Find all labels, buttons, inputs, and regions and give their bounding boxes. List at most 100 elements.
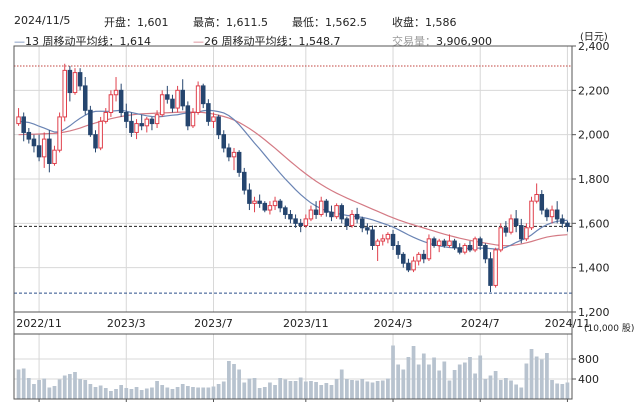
volume-bar	[488, 375, 493, 399]
x-tick-label: 2022/11	[16, 317, 62, 330]
volume-bar	[47, 387, 52, 399]
candle-body	[421, 253, 427, 260]
candlestick	[247, 183, 252, 211]
volume-bar	[550, 380, 554, 399]
candle-body	[560, 218, 565, 224]
volume-bar	[427, 364, 431, 399]
volume-bar	[391, 345, 395, 399]
candlestick	[108, 90, 114, 117]
candle-body	[236, 151, 242, 173]
candlestick	[534, 183, 539, 204]
candle-body	[129, 120, 134, 133]
candlestick	[406, 258, 411, 273]
volume-panel-frame	[13, 333, 573, 400]
volume-bar	[473, 373, 477, 399]
candlestick	[134, 119, 139, 140]
y-tick-label: 1,800	[578, 173, 610, 186]
candlestick	[124, 103, 129, 129]
volume-bar	[21, 368, 26, 399]
candlestick	[190, 108, 196, 129]
y-tick-label: 1,400	[578, 262, 610, 275]
candle-body	[493, 249, 498, 286]
candlestick	[339, 203, 344, 224]
candlestick	[57, 112, 62, 153]
candlestick	[283, 205, 288, 219]
candle-body	[88, 109, 93, 136]
candle-body	[31, 138, 37, 147]
candle-body	[549, 209, 555, 218]
volume-bar	[504, 378, 508, 399]
candlestick	[98, 116, 103, 151]
candlestick	[467, 241, 473, 253]
x-tick-label: 2023/11	[283, 317, 329, 330]
candlestick	[175, 85, 180, 113]
candlestick	[375, 238, 380, 262]
candle-body	[52, 149, 57, 164]
candlesticks	[16, 63, 570, 293]
candle-body	[472, 238, 478, 251]
candle-body	[370, 229, 375, 247]
axis-labels: 1,200 1,400 1,600 1,800 2,000 2,200 2,400(日元) 4…	[16, 32, 634, 402]
volume-bar	[150, 387, 154, 399]
candlestick	[77, 68, 83, 91]
candlestick	[206, 99, 211, 126]
candle-body	[190, 112, 196, 127]
open-price: 开盘：1,601	[104, 14, 169, 30]
volume-bar	[165, 387, 170, 399]
x-tick-label: 2024/3	[374, 317, 413, 330]
candle-body	[21, 116, 26, 133]
candlestick	[313, 201, 319, 219]
volume-bar	[139, 390, 144, 399]
candlestick	[462, 243, 468, 255]
candlestick	[483, 243, 488, 264]
candle-body	[206, 103, 211, 122]
volume-bar	[319, 385, 324, 399]
candlestick	[257, 194, 262, 208]
volume-bar	[452, 370, 457, 399]
candle-body	[200, 85, 206, 105]
candlestick	[426, 234, 432, 262]
candlestick	[118, 83, 124, 117]
volume-bar	[401, 369, 406, 399]
candle-body	[247, 189, 252, 204]
candle-body	[170, 98, 175, 109]
candlestick	[472, 236, 478, 253]
candlestick	[354, 207, 360, 224]
chart-frame	[13, 45, 573, 400]
candlestick	[242, 167, 247, 195]
candlestick	[329, 205, 334, 222]
volume-bar	[360, 379, 365, 399]
candle-body	[144, 118, 150, 127]
candlestick	[16, 108, 21, 126]
candle-body	[483, 245, 488, 260]
candle-body	[329, 211, 334, 218]
candlestick	[385, 232, 391, 244]
volume-bar	[180, 384, 185, 399]
volume-bar	[334, 379, 339, 399]
candlestick	[88, 105, 93, 137]
candlestick	[216, 114, 221, 140]
volume-bar	[155, 381, 159, 399]
candle-body	[293, 218, 298, 224]
y-tick-label: 2,000	[578, 129, 610, 142]
candle-body	[303, 218, 309, 227]
volume-bar	[545, 353, 549, 399]
candlestick	[560, 214, 565, 228]
candle-body	[349, 213, 355, 227]
x-tick-label: 2023/7	[194, 317, 233, 330]
low-price: 最低：1,562.5	[292, 14, 367, 30]
candlestick	[262, 201, 268, 213]
candlestick	[544, 207, 550, 222]
x-tick-label: 2024/11	[545, 317, 591, 330]
candle-body	[124, 112, 129, 122]
volume-bars	[16, 345, 570, 399]
candlestick	[149, 116, 155, 131]
volume-tick-label: 400	[578, 373, 599, 386]
candle-body	[67, 69, 73, 94]
volume-bar	[303, 381, 308, 399]
candlestick	[139, 114, 144, 131]
candle-body	[77, 72, 83, 87]
candle-body	[411, 260, 416, 271]
volume-bar	[221, 381, 226, 399]
